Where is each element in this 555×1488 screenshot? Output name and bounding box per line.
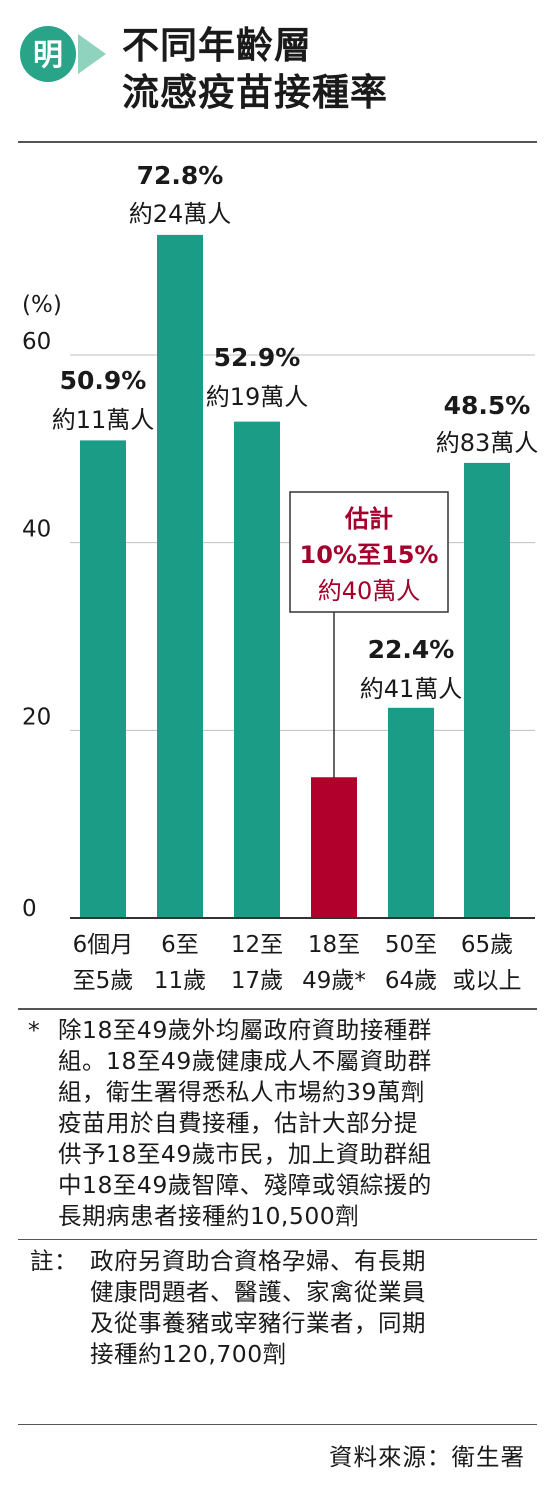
note-line: 及從事養豬或宰豬行業者，同期 (90, 1309, 426, 1337)
footnote-line: 組。18至49歲健康成人不屬資助群 (58, 1047, 432, 1075)
note-line: 健康問題者、醫護、家禽從業員 (90, 1278, 426, 1306)
note-head: 註： (30, 1247, 78, 1275)
y-tick-label: 60 (22, 329, 51, 355)
y-tick-label: 40 (22, 517, 51, 543)
bar (234, 421, 280, 918)
category-label: 50至 (385, 932, 437, 958)
count-data-label: 約11萬人 (52, 406, 155, 434)
pct-data-label: 72.8% (137, 161, 224, 190)
source-divider (18, 1424, 537, 1425)
footnote-mark: * (28, 1016, 41, 1044)
footnote-line: 供予18至49歲市民，加上資助群組 (58, 1140, 432, 1168)
count-data-label: 約41萬人 (360, 675, 463, 703)
logo-char: 明 (33, 38, 63, 73)
count-data-label: 約24萬人 (129, 200, 232, 228)
footnote-line: 除18至49歲外均屬政府資助接種群 (58, 1016, 432, 1044)
note-line: 接種約120,700劑 (90, 1340, 287, 1368)
category-label: 或以上 (453, 968, 522, 994)
ming-pao-logo: 明 (20, 26, 106, 82)
note-divider (18, 1239, 537, 1240)
count-data-label: 約83萬人 (436, 429, 539, 457)
y-tick-label: 20 (22, 704, 51, 730)
footnote-line: 長期病患者接種約10,500劑 (58, 1202, 360, 1230)
category-label: 64歲 (385, 968, 437, 994)
callout-box (289, 491, 449, 613)
bar-estimated (311, 777, 357, 918)
title-divider (18, 141, 537, 143)
pct-data-label: 52.9% (214, 343, 301, 372)
bar (80, 440, 126, 918)
title-line-2: 流感疫苗接種率 (122, 71, 388, 114)
callout-line: 10%至15% (300, 541, 439, 569)
category-label: 6個月 (73, 932, 134, 958)
callout-line: 約40萬人 (318, 577, 421, 605)
footnote-line: 疫苗用於自費接種，估計大部分提 (58, 1109, 418, 1137)
callout-line: 估計 (344, 505, 393, 533)
category-label: 12至 (231, 932, 283, 958)
pct-data-label: 48.5% (444, 391, 531, 420)
source-credit: 資料來源：衛生署 (329, 1443, 525, 1471)
footnote-line: 組，衛生署得悉私人市場約39萬劑 (58, 1078, 425, 1106)
pct-data-label: 22.4% (368, 635, 455, 664)
category-label: 49歲* (302, 968, 366, 994)
bar (388, 707, 434, 918)
chart-title: 不同年齡層 流感疫苗接種率 (122, 22, 388, 116)
footnote-line: 中18至49歲智障、殘障或領綜援的 (58, 1171, 432, 1199)
note-line: 政府另資助合資格孕婦、有長期 (90, 1247, 426, 1275)
category-label: 至5歲 (73, 968, 134, 994)
category-label: 65歲 (461, 932, 513, 958)
footnote: * 除18至49歲外均屬政府資助接種群 組。18至49歲健康成人不屬資助群 組，… (28, 1015, 532, 1232)
title-line-1: 不同年齡層 (122, 24, 312, 67)
note: 註： 政府另資助合資格孕婦、有長期 健康問題者、醫護、家禽從業員 及從事養豬或宰… (30, 1246, 530, 1370)
y-axis-unit: (%) (22, 292, 62, 318)
pct-data-label: 50.9% (60, 366, 147, 395)
y-tick-label: 0 (22, 896, 37, 922)
count-data-label: 約19萬人 (206, 383, 309, 411)
category-label: 17歲 (231, 968, 283, 994)
bar (464, 462, 510, 918)
category-label: 18至 (308, 932, 360, 958)
chart-divider (18, 1008, 537, 1010)
category-label: 11歲 (154, 968, 206, 994)
category-label: 6至 (161, 932, 199, 958)
bar (157, 234, 203, 919)
